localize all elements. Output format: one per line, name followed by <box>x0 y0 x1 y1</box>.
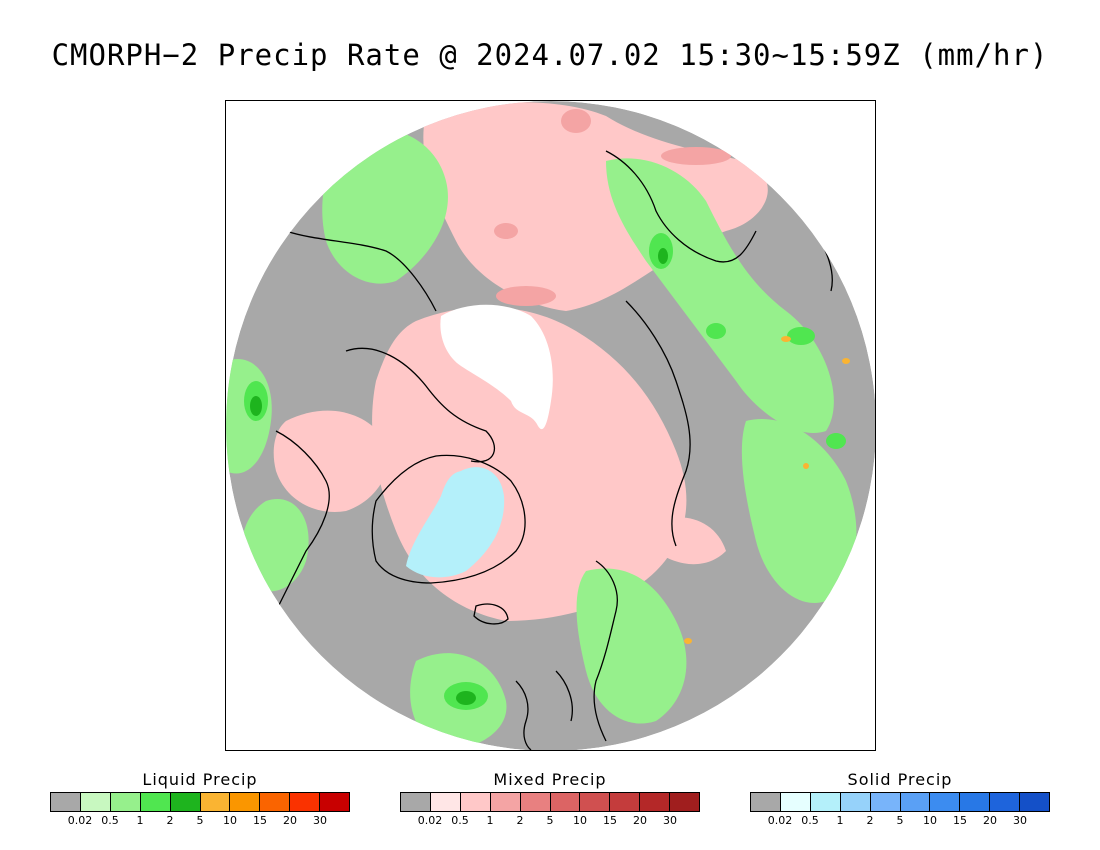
legend-swatch <box>640 793 671 811</box>
legend-liquid: Liquid Precip 0.02 0.5 1 2 5 10 15 20 30 <box>50 770 350 828</box>
legend-tick-label: 1 <box>486 814 494 827</box>
legend-swatch <box>320 793 350 811</box>
legend-swatches <box>400 792 700 812</box>
legend-swatch <box>550 793 581 811</box>
legend-tick-label: 30 <box>663 814 677 827</box>
legend-swatch <box>1020 793 1050 811</box>
legend-swatch <box>780 793 811 811</box>
legend-swatch <box>670 793 700 811</box>
legend-swatches <box>750 792 1050 812</box>
legend-swatch <box>80 793 111 811</box>
legend-tick-label: 0.02 <box>67 814 93 827</box>
liquid-precip-light <box>226 128 857 750</box>
legend-swatch <box>580 793 611 811</box>
legend-swatch <box>170 793 201 811</box>
mixed-precip-moderate <box>494 109 731 306</box>
legend-tick-label: 15 <box>253 814 267 827</box>
legend-tick-label: 5 <box>546 814 554 827</box>
liquid-precip-intense <box>684 336 850 644</box>
legend-tick-label: 0.5 <box>451 814 469 827</box>
legend-mixed: Mixed Precip 0.02 0.5 1 2 5 10 15 20 30 <box>400 770 700 828</box>
legend-tick-label: 2 <box>866 814 874 827</box>
legend-tick-label: 20 <box>283 814 297 827</box>
polar-precip-map <box>226 101 875 750</box>
legend-tick-label: 0.02 <box>767 814 793 827</box>
legend-title: Solid Precip <box>847 770 953 789</box>
legend-swatch <box>990 793 1021 811</box>
legend-tick-label: 30 <box>1013 814 1027 827</box>
legend-swatch <box>200 793 231 811</box>
legend-tick-label: 15 <box>603 814 617 827</box>
page-title: CMORPH−2 Precip Rate @ 2024.07.02 15:30~… <box>51 38 1049 72</box>
solid-precip-area <box>406 467 505 578</box>
legend-swatch <box>460 793 491 811</box>
legend-tick-label: 5 <box>896 814 904 827</box>
legend-tick-label: 10 <box>223 814 237 827</box>
liquid-precip-moderate <box>244 233 846 710</box>
legend-swatch <box>610 793 641 811</box>
legend-swatch <box>290 793 321 811</box>
legend-title: Liquid Precip <box>142 770 258 789</box>
legend-ticks: 0.02 0.5 1 2 5 10 15 20 30 <box>400 812 700 828</box>
legend-ticks: 0.02 0.5 1 2 5 10 15 20 30 <box>50 812 350 828</box>
legend-swatch <box>960 793 991 811</box>
legend-swatch <box>401 793 431 811</box>
legend-swatch <box>230 793 261 811</box>
legend-swatch <box>751 793 781 811</box>
legend-swatch <box>490 793 521 811</box>
legend-swatch <box>810 793 841 811</box>
legend-tick-label: 10 <box>923 814 937 827</box>
legend-tick-label: 5 <box>196 814 204 827</box>
legend-swatches <box>50 792 350 812</box>
legend-swatch <box>110 793 141 811</box>
legend-swatch <box>900 793 931 811</box>
legend-solid: Solid Precip 0.02 0.5 1 2 5 10 15 20 30 <box>750 770 1050 828</box>
liquid-precip-heavy <box>250 248 668 705</box>
legend-ticks: 0.02 0.5 1 2 5 10 15 20 30 <box>750 812 1050 828</box>
legend-tick-label: 0.5 <box>801 814 819 827</box>
legend-tick-label: 2 <box>516 814 524 827</box>
legend-tick-label: 2 <box>166 814 174 827</box>
legend-tick-label: 0.5 <box>101 814 119 827</box>
legend-tick-label: 20 <box>633 814 647 827</box>
legend-tick-label: 15 <box>953 814 967 827</box>
legend-swatch <box>840 793 871 811</box>
map-panel <box>225 100 876 751</box>
legend-tick-label: 0.02 <box>417 814 443 827</box>
legend-swatch <box>870 793 901 811</box>
legend-tick-label: 1 <box>136 814 144 827</box>
legend-swatch <box>260 793 291 811</box>
legend-tick-label: 20 <box>983 814 997 827</box>
legend-tick-label: 10 <box>573 814 587 827</box>
legend-tick-label: 30 <box>313 814 327 827</box>
legend-swatch <box>430 793 461 811</box>
legend-tick-label: 1 <box>836 814 844 827</box>
legend-swatch <box>520 793 551 811</box>
no-data-area <box>440 304 553 430</box>
legend-swatch <box>930 793 961 811</box>
legend-swatch <box>51 793 81 811</box>
legend-swatch <box>140 793 171 811</box>
legend-title: Mixed Precip <box>493 770 607 789</box>
